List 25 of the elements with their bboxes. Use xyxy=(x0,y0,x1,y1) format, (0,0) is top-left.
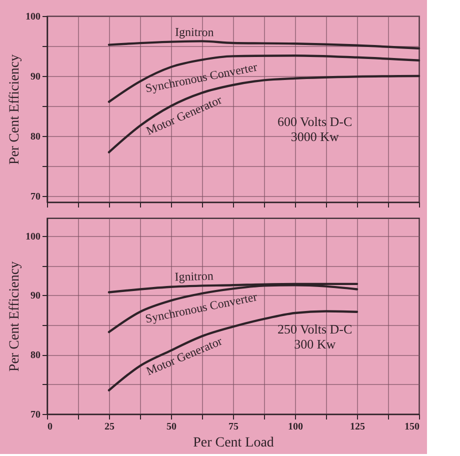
annotation: 250 Volts D-C 300 Kw xyxy=(278,322,352,352)
x-tick-label: 75 xyxy=(228,422,238,432)
y-tick-label: 90 xyxy=(30,290,40,302)
y-tick-label: 80 xyxy=(30,350,40,362)
x-axis-title: Per Cent Load xyxy=(193,436,274,450)
x-tick-label: 150 xyxy=(404,422,420,432)
y-tick-label: 70 xyxy=(30,192,40,202)
y-tick-label: 90 xyxy=(30,72,40,82)
x-tick-label: 100 xyxy=(288,422,303,432)
x-tick-label: 125 xyxy=(350,422,365,432)
x-tick-label: 25 xyxy=(104,422,114,432)
line-series xyxy=(108,284,358,334)
y-axis-title: Per Cent Efficiency xyxy=(8,54,22,165)
y-tick-label: 100 xyxy=(26,12,40,22)
y-tick-label: 70 xyxy=(30,410,40,420)
y-tick-label: 80 xyxy=(30,132,40,142)
x-tick-label: 50 xyxy=(166,422,176,432)
y-tick-label: 100 xyxy=(26,231,40,242)
text: Synchronous Converter xyxy=(144,60,258,96)
series-label: Ignitron xyxy=(175,24,214,40)
text: Synchronous Converter xyxy=(144,290,258,326)
annotation: 600 Volts D-C 3000 Kw xyxy=(278,114,352,144)
x-tick-label: 0 xyxy=(48,422,52,432)
y-axis-title: Per Cent Efficiency xyxy=(8,261,22,372)
series-label: Ignitron xyxy=(174,268,214,284)
